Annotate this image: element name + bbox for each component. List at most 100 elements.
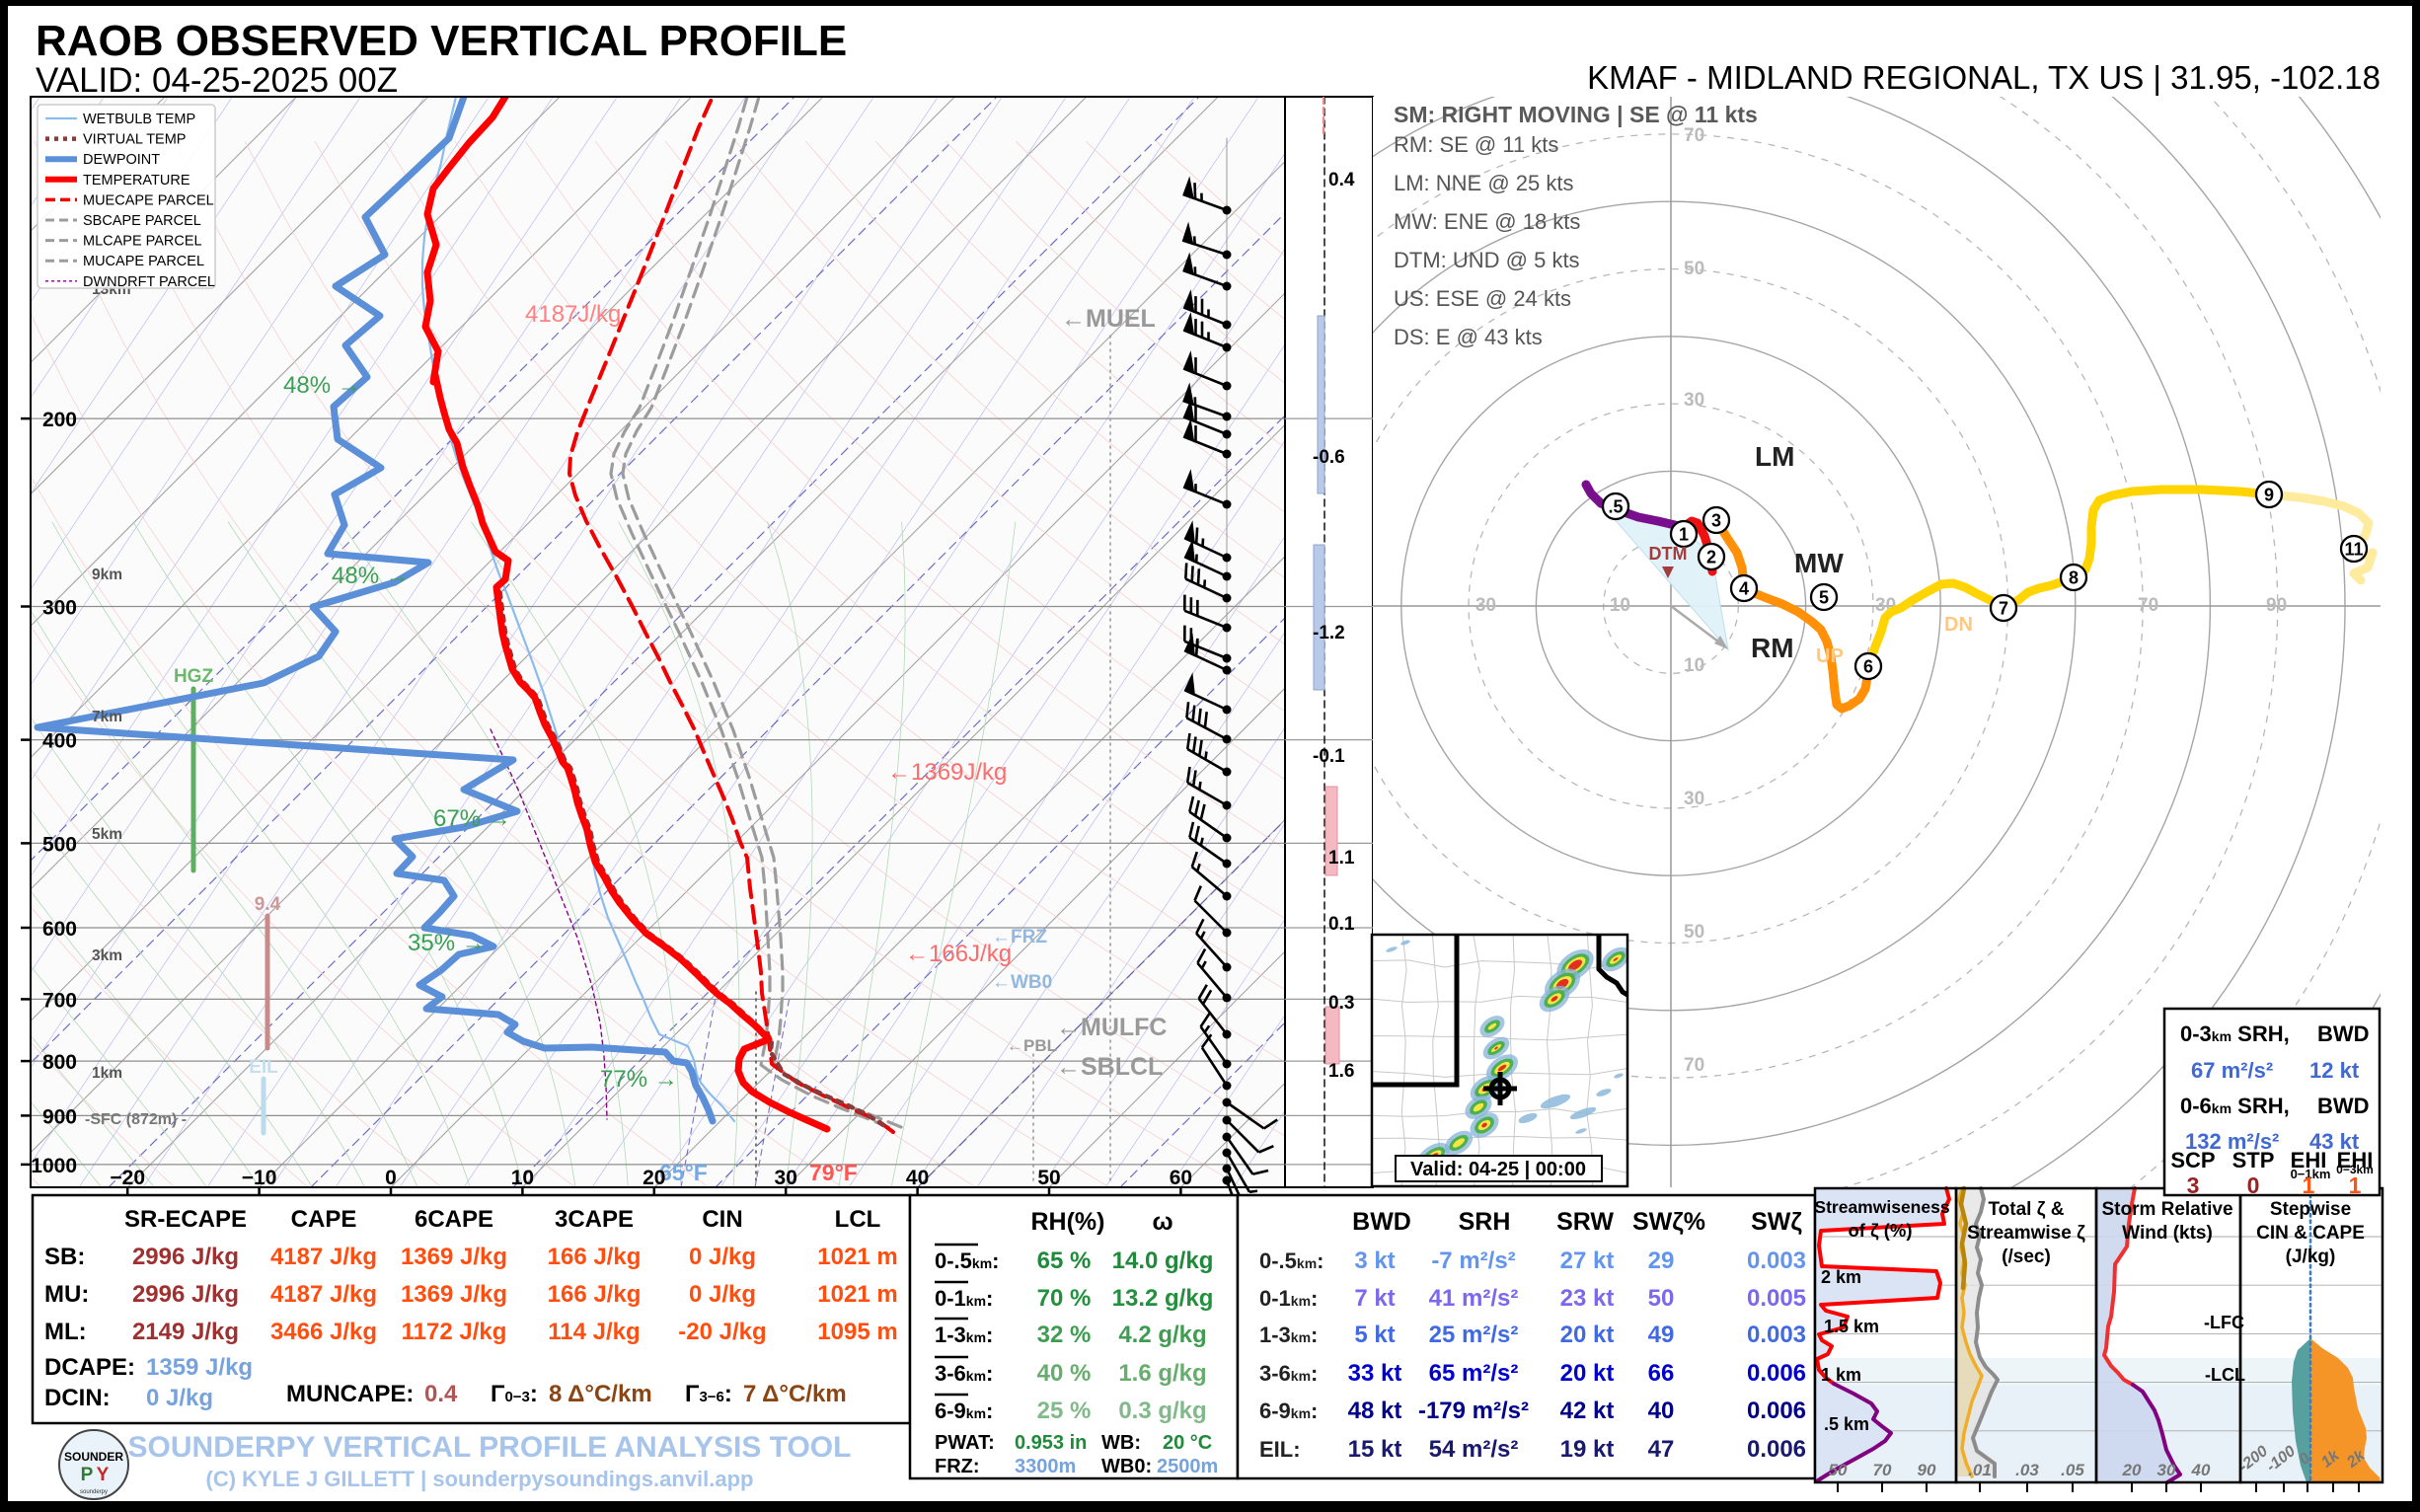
svg-text:KMAF - MIDLAND REGIONAL, TX US: KMAF - MIDLAND REGIONAL, TX US | 31.95, … (1587, 59, 2381, 96)
svg-text:MUCAPE PARCEL: MUCAPE PARCEL (83, 254, 204, 269)
svg-text:10: 10 (1684, 655, 1704, 676)
svg-text:30: 30 (1475, 595, 1496, 616)
svg-text:-LCL: -LCL (2205, 1365, 2245, 1385)
svg-text:7km: 7km (92, 709, 122, 725)
svg-text:2 km: 2 km (1821, 1267, 1861, 1287)
svg-text:1172 J/kg: 1172 J/kg (402, 1319, 507, 1345)
svg-text:EIL:: EIL: (1259, 1437, 1301, 1462)
svg-text:UP: UP (1816, 645, 1844, 667)
svg-text:0: 0 (2247, 1172, 2260, 1198)
svg-text:←PBL: ←PBL (1007, 1036, 1057, 1055)
svg-text:70: 70 (1684, 125, 1704, 146)
svg-text:0.006: 0.006 (1747, 1436, 1806, 1463)
svg-text:1369 J/kg: 1369 J/kg (401, 1281, 507, 1308)
svg-text:32 %: 32 % (1037, 1322, 1092, 1348)
svg-text:SRH: SRH (1459, 1208, 1511, 1236)
svg-text:40: 40 (906, 1167, 929, 1189)
svg-text:600: 600 (42, 918, 77, 941)
svg-text:20 °C: 20 °C (1163, 1432, 1212, 1454)
svg-text:0 J/kg: 0 J/kg (689, 1281, 756, 1308)
svg-text:DCAPE:: DCAPE: (44, 1354, 135, 1381)
svg-text:(/sec): (/sec) (2002, 1247, 2051, 1267)
svg-text:FRZ:: FRZ: (935, 1456, 980, 1477)
svg-text:←1369J/kg: ←1369J/kg (887, 759, 1007, 786)
svg-text:SWζ: SWζ (1751, 1208, 1802, 1236)
svg-text:2149 J/kg: 2149 J/kg (132, 1319, 239, 1345)
svg-text:65 m²/s²: 65 m²/s² (1429, 1360, 1519, 1387)
svg-text:RH(%): RH(%) (1031, 1208, 1105, 1236)
svg-text:Total ζ &: Total ζ & (1988, 1199, 2064, 1220)
svg-text:-0.1: -0.1 (1313, 746, 1345, 767)
svg-text:7 kt: 7 kt (1354, 1285, 1395, 1312)
svg-text:2: 2 (1706, 548, 1716, 567)
svg-text:WB:: WB: (1101, 1432, 1141, 1454)
svg-text:SM: RIGHT MOVING | SE @ 11 kts: SM: RIGHT MOVING | SE @ 11 kts (1394, 102, 1758, 127)
svg-text:67 m²/s²: 67 m²/s² (2191, 1058, 2273, 1083)
svg-text:PWAT:: PWAT: (935, 1432, 995, 1454)
svg-text:35% →: 35% → (408, 930, 486, 956)
svg-text:0.953 in: 0.953 in (1015, 1432, 1087, 1454)
svg-text:-1.2: -1.2 (1313, 623, 1345, 643)
svg-text:SWζ%: SWζ% (1632, 1208, 1705, 1236)
svg-text:3-6km:: 3-6km: (935, 1361, 993, 1386)
svg-text:79°F: 79°F (809, 1160, 858, 1185)
svg-text:70: 70 (1684, 1055, 1704, 1076)
svg-text:60: 60 (1170, 1167, 1192, 1189)
svg-text:Stepwise: Stepwise (2270, 1199, 2351, 1220)
svg-text:30: 30 (775, 1167, 797, 1189)
svg-text:1: 1 (2349, 1172, 2362, 1198)
svg-text:0.4: 0.4 (424, 1381, 458, 1407)
svg-text:0.006: 0.006 (1747, 1360, 1806, 1387)
svg-text:300: 300 (42, 596, 77, 619)
svg-text:4187 J/kg: 4187 J/kg (270, 1281, 377, 1308)
svg-text:3: 3 (2187, 1172, 2200, 1198)
svg-text:9: 9 (2264, 486, 2274, 505)
svg-text:20: 20 (643, 1167, 665, 1189)
svg-text:STP: STP (2232, 1148, 2275, 1172)
svg-text:sounderpy: sounderpy (80, 1489, 108, 1495)
svg-text:1: 1 (1679, 525, 1689, 545)
svg-text:←MULFC: ←MULFC (1056, 1014, 1167, 1041)
svg-text:-7 m²/s²: -7 m²/s² (1431, 1247, 1515, 1274)
svg-text:5km: 5km (92, 826, 122, 843)
svg-text:0 J/kg: 0 J/kg (689, 1244, 756, 1270)
svg-text:HGZ: HGZ (174, 666, 214, 687)
svg-text:1 km: 1 km (1821, 1365, 1861, 1385)
svg-text:1021 m: 1021 m (817, 1281, 897, 1308)
svg-text:70: 70 (2138, 595, 2158, 616)
svg-text:48% →: 48% → (283, 372, 361, 399)
svg-text:RAOB OBSERVED VERTICAL PROFILE: RAOB OBSERVED VERTICAL PROFILE (36, 17, 847, 65)
svg-text:DEWPOINT: DEWPOINT (83, 152, 160, 168)
svg-text:33 kt: 33 kt (1348, 1360, 1402, 1387)
svg-text:166 J/kg: 166 J/kg (548, 1281, 642, 1308)
svg-text:1369 J/kg: 1369 J/kg (401, 1244, 507, 1270)
svg-text:DTM: DTM (1649, 544, 1688, 564)
svg-text:25 m²/s²: 25 m²/s² (1429, 1322, 1519, 1348)
svg-text:MLCAPE PARCEL: MLCAPE PARCEL (83, 234, 202, 250)
svg-text:900: 900 (42, 1105, 77, 1128)
svg-text:11: 11 (2344, 540, 2363, 560)
svg-text:←WB0: ←WB0 (992, 972, 1052, 993)
svg-text:Valid: 04-25 | 00:00: Valid: 04-25 | 00:00 (1410, 1159, 1586, 1180)
svg-text:13.2 g/kg: 13.2 g/kg (1112, 1285, 1214, 1312)
svg-text:BWD: BWD (2317, 1021, 2370, 1046)
svg-text:VIRTUAL TEMP: VIRTUAL TEMP (83, 132, 186, 148)
svg-text:48 kt: 48 kt (1348, 1398, 1402, 1424)
svg-text:4187 J/kg: 4187 J/kg (270, 1244, 377, 1270)
svg-text:800: 800 (42, 1051, 77, 1074)
svg-text:5: 5 (1819, 588, 1829, 608)
svg-text:LM: LM (1755, 441, 1794, 472)
svg-text:20 kt: 20 kt (1560, 1322, 1615, 1348)
svg-text:ML:: ML: (44, 1319, 87, 1345)
svg-text:1.6 g/kg: 1.6 g/kg (1118, 1360, 1206, 1387)
svg-text:of ζ (%): of ζ (%) (1848, 1220, 1912, 1242)
svg-text:P: P (81, 1465, 94, 1485)
svg-text:132 m²/s²: 132 m²/s² (2185, 1129, 2279, 1154)
svg-text:1: 1 (2303, 1172, 2315, 1198)
svg-text:EIL: EIL (249, 1057, 278, 1078)
svg-text:114 J/kg: 114 J/kg (548, 1319, 640, 1345)
svg-text:Y: Y (97, 1465, 110, 1485)
svg-text:7: 7 (1999, 599, 2008, 619)
svg-text:3300m: 3300m (1015, 1456, 1076, 1477)
svg-text:12 kt: 12 kt (2309, 1058, 2360, 1083)
